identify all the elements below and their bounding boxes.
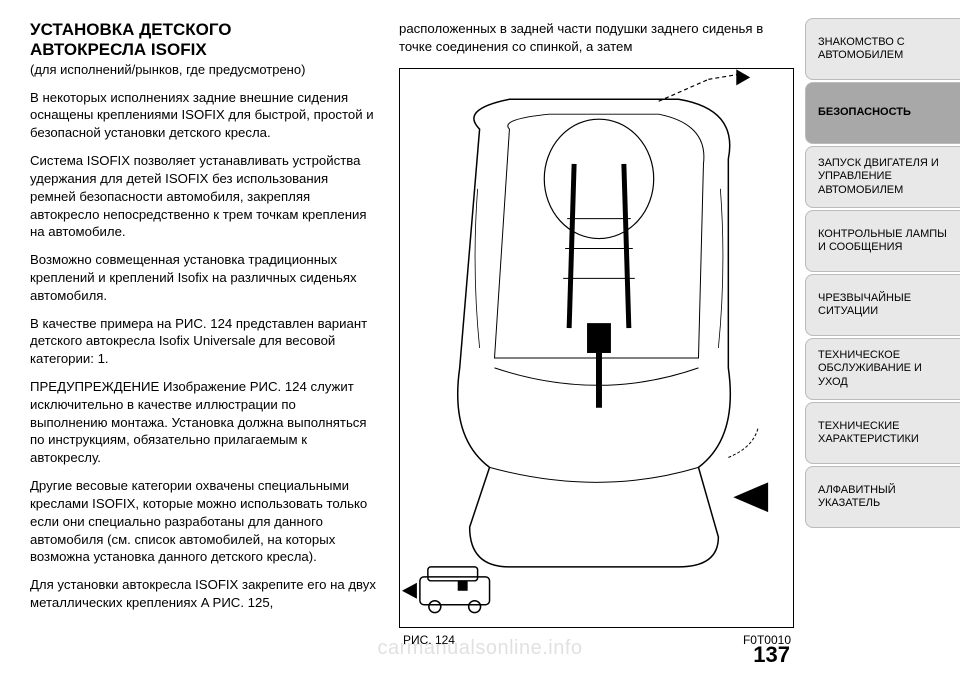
child-seat-illustration xyxy=(400,69,793,627)
tab-warning-lights[interactable]: КОНТРОЛЬНЫЕ ЛАМПЫ И СООБЩЕНИЯ xyxy=(805,210,960,272)
tab-about-car[interactable]: ЗНАКОМСТВО С АВТОМОБИЛЕМ xyxy=(805,18,960,80)
tab-index[interactable]: АЛФАВИТНЫЙ УКАЗАТЕЛЬ xyxy=(805,466,960,528)
tab-label: АЛФАВИТНЫЙ УКАЗАТЕЛЬ xyxy=(818,484,954,510)
middle-column: расположенных в задней части подушки зад… xyxy=(395,0,805,678)
title-line1: УСТАНОВКА ДЕТСКОГО xyxy=(30,20,232,39)
paragraph: Для установки автокресла ISOFIX закрепит… xyxy=(30,576,377,612)
section-subtitle: (для исполнений/рынков, где предусмотрен… xyxy=(30,61,377,79)
paragraph: Система ISOFIX позволяет устанавливать у… xyxy=(30,152,377,241)
figure-124 xyxy=(399,68,794,628)
tab-label: ЗАПУСК ДВИГАТЕЛЯ И УПРАВЛЕНИЕ АВТОМОБИЛЕ… xyxy=(818,157,954,197)
tab-label: БЕЗОПАСНОСТЬ xyxy=(818,106,911,119)
tab-starting-driving[interactable]: ЗАПУСК ДВИГАТЕЛЯ И УПРАВЛЕНИЕ АВТОМОБИЛЕ… xyxy=(805,146,960,208)
tab-label: КОНТРОЛЬНЫЕ ЛАМПЫ И СООБЩЕНИЯ xyxy=(818,228,954,254)
paragraph: В некоторых исполнениях задние внешние с… xyxy=(30,89,377,142)
paragraph: В качестве примера на РИС. 124 представл… xyxy=(30,315,377,368)
tab-maintenance[interactable]: ТЕХНИЧЕСКОЕ ОБСЛУЖИВАНИЕ И УХОД xyxy=(805,338,960,400)
title-line2: АВТОКРЕСЛА ISOFIX xyxy=(30,40,207,59)
figure-caption: РИС. 124 F0T0010 xyxy=(399,632,795,648)
tab-label: ТЕХНИЧЕСКОЕ ОБСЛУЖИВАНИЕ И УХОД xyxy=(818,349,954,389)
tab-label: ТЕХНИЧЕСКИЕ ХАРАКТЕРИСТИКИ xyxy=(818,420,954,446)
left-column: УСТАНОВКА ДЕТСКОГО АВТОКРЕСЛА ISOFIX (дл… xyxy=(0,0,395,678)
tab-specifications[interactable]: ТЕХНИЧЕСКИЕ ХАРАКТЕРИСТИКИ xyxy=(805,402,960,464)
page-number: 137 xyxy=(753,642,790,668)
section-title: УСТАНОВКА ДЕТСКОГО АВТОКРЕСЛА ISOFIX xyxy=(30,20,377,59)
continuation-text: расположенных в задней части подушки зад… xyxy=(399,20,795,56)
paragraph: Другие весовые категории охвачены специа… xyxy=(30,477,377,566)
paragraph: Возможно совмещенная установка традицион… xyxy=(30,251,377,304)
tab-emergency[interactable]: ЧРЕЗВЫЧАЙНЫЕ СИТУАЦИИ xyxy=(805,274,960,336)
tab-label: ЗНАКОМСТВО С АВТОМОБИЛЕМ xyxy=(818,36,954,62)
figure-number: РИС. 124 xyxy=(403,632,455,648)
section-tabs: ЗНАКОМСТВО С АВТОМОБИЛЕМ БЕЗОПАСНОСТЬ ЗА… xyxy=(805,0,960,678)
tab-label: ЧРЕЗВЫЧАЙНЫЕ СИТУАЦИИ xyxy=(818,292,954,318)
tab-safety[interactable]: БЕЗОПАСНОСТЬ xyxy=(805,82,960,144)
paragraph: ПРЕДУПРЕЖДЕНИЕ Изображение РИС. 124 служ… xyxy=(30,378,377,467)
